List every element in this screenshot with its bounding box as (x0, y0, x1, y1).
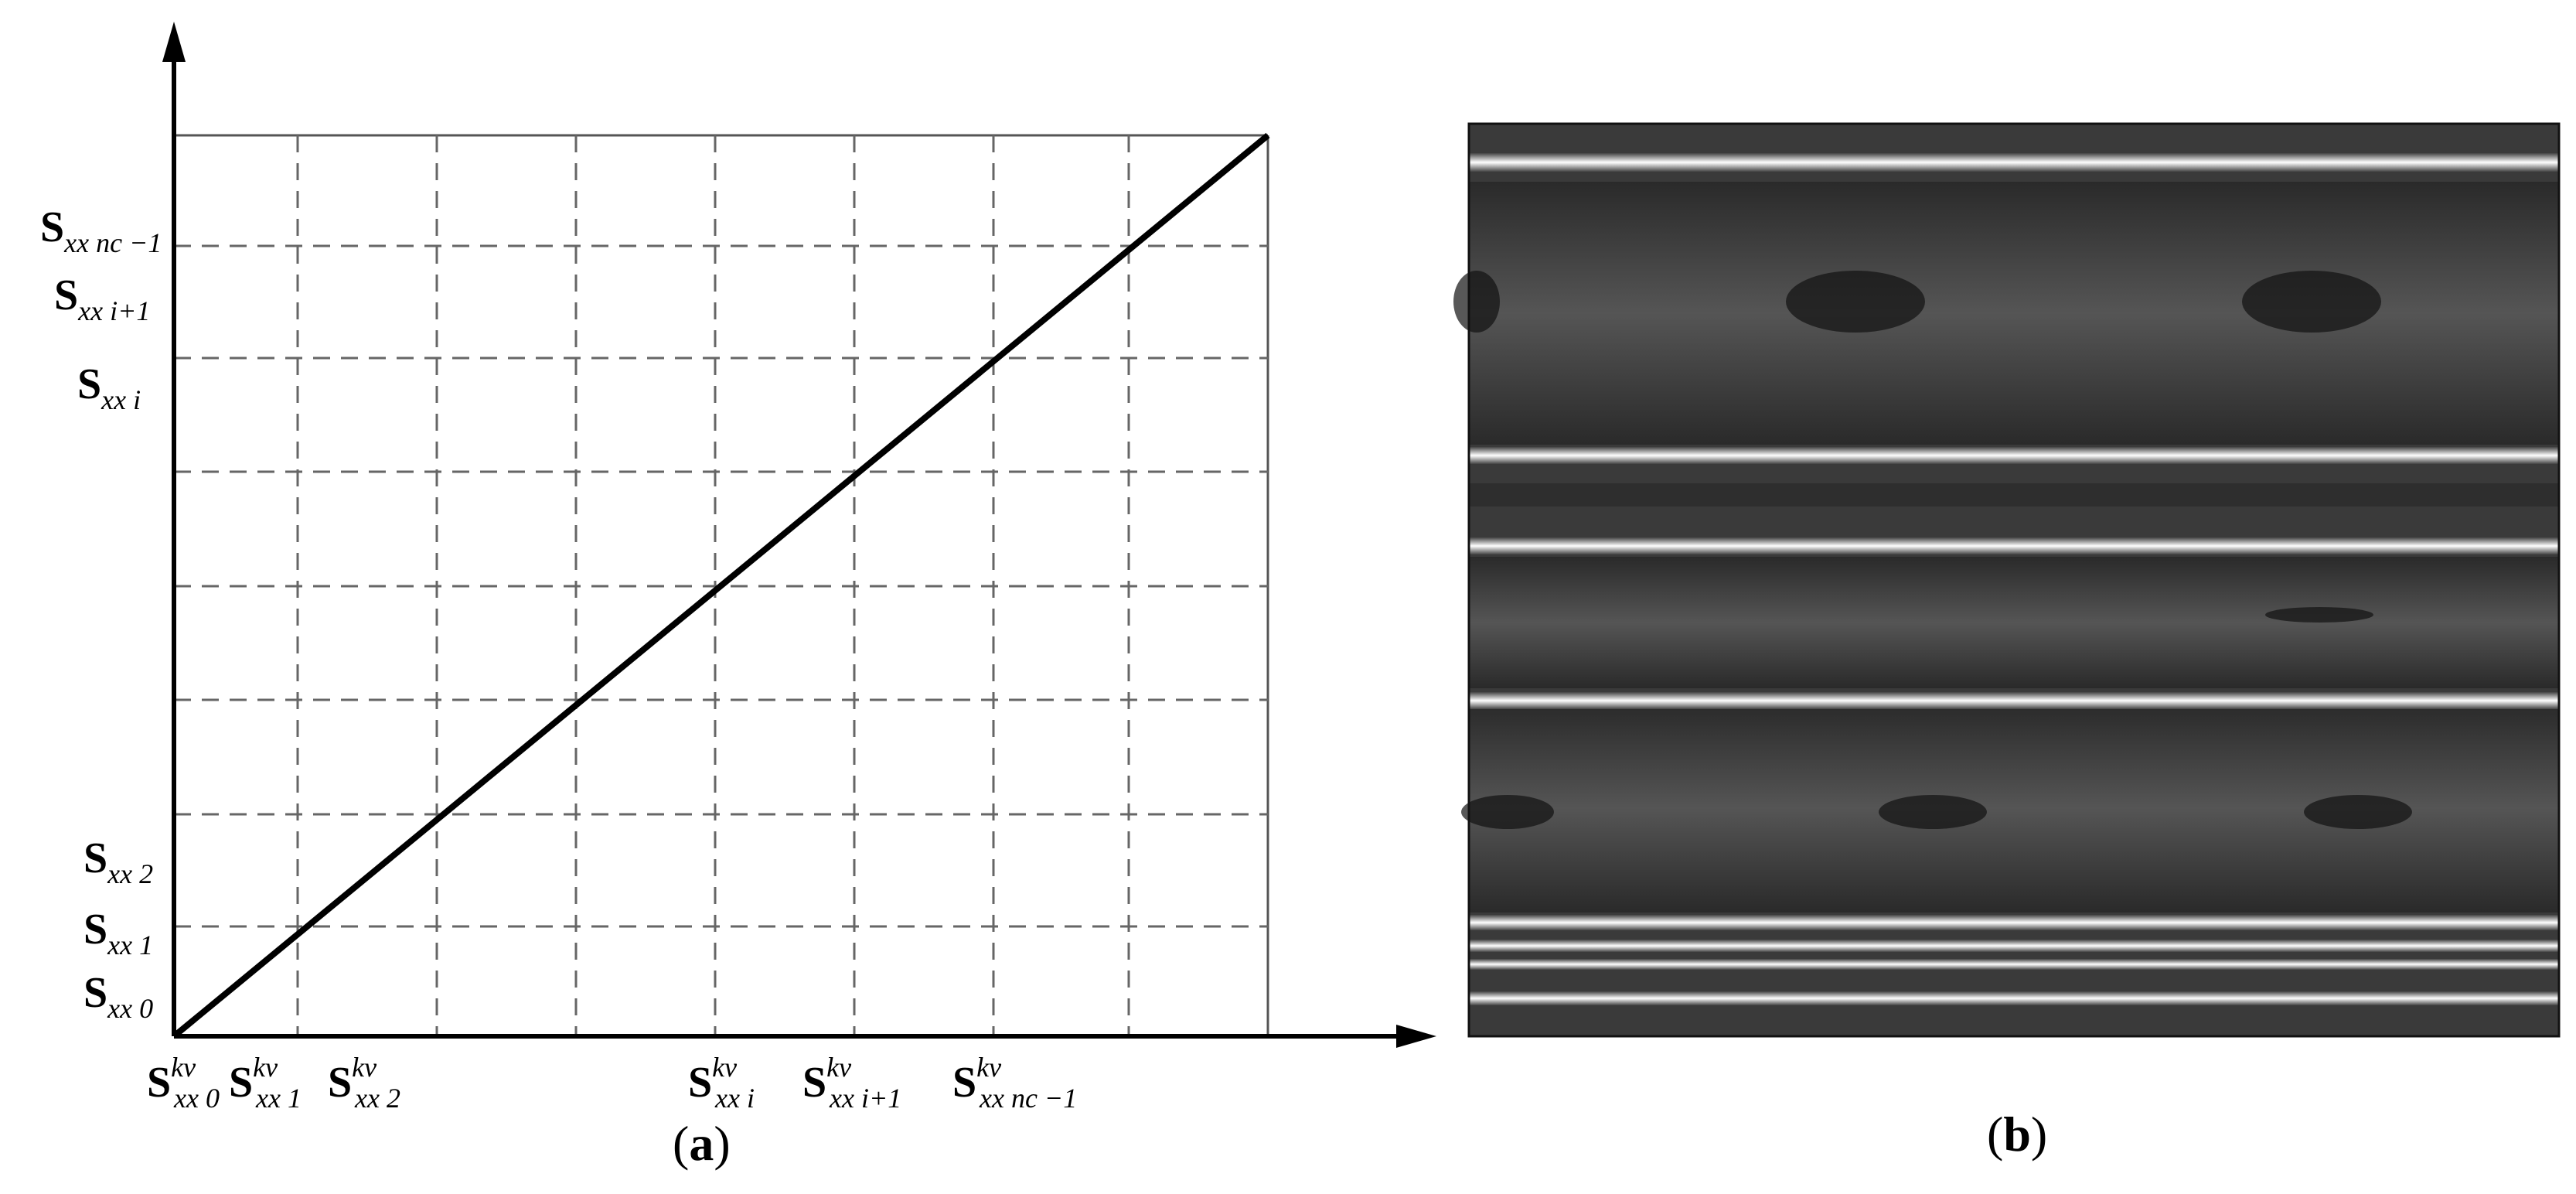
x-label-2: Skv (328, 1052, 377, 1107)
y-axis-arrow (162, 22, 186, 62)
y-label-1: Sxx 1 (83, 906, 153, 960)
y-label-i1: Sxx i+1 (54, 271, 150, 326)
x-label-nc: Skv (952, 1052, 1001, 1107)
x-label-i1: Skv (802, 1052, 851, 1107)
panel-b: (b) (1453, 122, 2561, 1162)
x-label-i1-sub: xx i+1 (829, 1083, 901, 1114)
y-label-i: Sxx i (77, 360, 141, 415)
panel-a: Sxx 0 Sxx 1 Sxx 2 Sxx i Sxx i+1 Sxx nc −… (40, 22, 1436, 1171)
x-label-i: Skv (688, 1052, 737, 1107)
dark-smudges (1453, 271, 2412, 829)
x-label-nc-sub: xx nc −1 (979, 1083, 1077, 1114)
x-label-0-sub: xx 0 (173, 1083, 220, 1114)
x-label-2-sub: xx 2 (354, 1083, 400, 1114)
dashed-gridlines (174, 135, 1268, 1036)
y-label-2: Sxx 2 (83, 834, 153, 889)
y-labels: Sxx 0 Sxx 1 Sxx 2 Sxx i Sxx i+1 Sxx nc −… (40, 203, 162, 1024)
caption-a: (a) (673, 1116, 731, 1171)
x-label-i-sub: xx i (714, 1083, 755, 1114)
y-label-0: Sxx 0 (83, 969, 153, 1024)
caption-b: (b) (1987, 1107, 2047, 1162)
x-label-0: Skv (147, 1052, 196, 1107)
x-labels: Skv xx 0 Skv xx 1 Skv xx 2 Skv xx i Skv … (147, 1052, 1077, 1114)
x-label-1-sub: xx 1 (255, 1083, 302, 1114)
diagonal-line (172, 132, 1270, 1039)
x-label-1: Skv (229, 1052, 278, 1107)
bright-stripes (1469, 153, 2559, 1005)
y-label-nc: Sxx nc −1 (40, 203, 162, 258)
x-axis-arrow (1396, 1025, 1436, 1048)
